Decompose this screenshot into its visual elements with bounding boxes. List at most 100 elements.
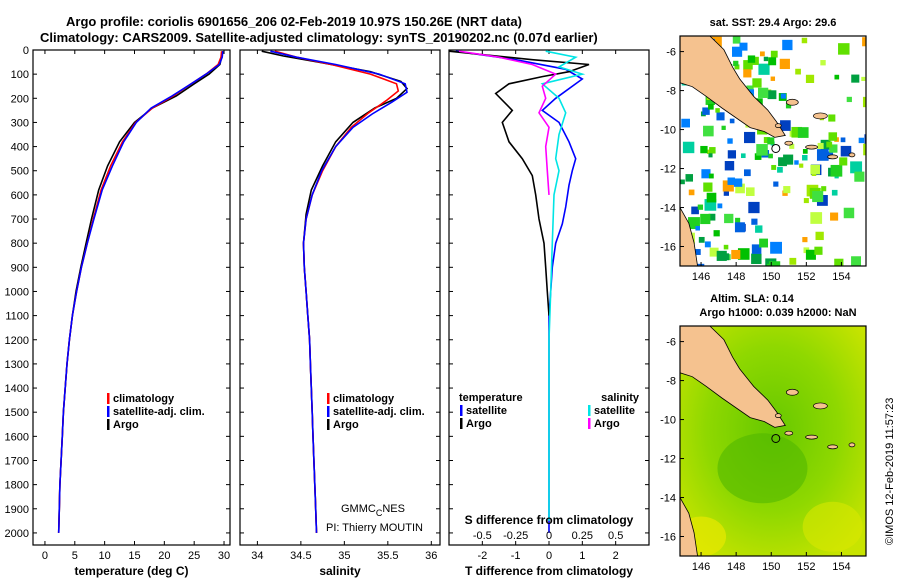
y-tick-label: 500 (11, 166, 29, 178)
sst-pixel (771, 164, 777, 170)
sst-pixel (744, 169, 751, 177)
sst-pixel (700, 145, 708, 154)
sst-pixel (815, 231, 824, 241)
y-tick-label: 600 (11, 190, 29, 202)
y-tick-label: 1600 (5, 431, 29, 443)
sst-pixel (770, 241, 782, 254)
sst-pixel (724, 213, 734, 224)
sst-pixel (709, 147, 716, 154)
sst-pixel (783, 186, 791, 194)
y-tick-label: 1300 (5, 359, 29, 371)
map-y-tick-label: -16 (660, 532, 676, 544)
sst-pixel (723, 244, 729, 250)
sst-pixel (801, 37, 808, 44)
sst-pixel (705, 95, 716, 105)
imos-watermark: ©IMOS 12-Feb-2019 11:57:23 (884, 397, 896, 545)
x-tick-label: 34.5 (290, 550, 311, 562)
sst-pixel (708, 103, 714, 110)
x-tick-label: 10 (99, 550, 111, 562)
sla-map-title-line1: Altim. SLA: 0.14 (710, 293, 795, 305)
sst-pixel (799, 163, 804, 168)
map-y-tick-label: -14 (660, 493, 676, 505)
argo-position-marker (771, 433, 781, 443)
y-tick-label: 1900 (5, 504, 29, 516)
sst-pixel (830, 212, 839, 221)
sst-pixel (727, 150, 737, 159)
top-tick-label: 0.5 (608, 530, 623, 542)
sst-pixel (716, 112, 725, 121)
sst-pixel (682, 141, 695, 154)
map-x-tick-label: 146 (692, 271, 710, 283)
series-climatology (57, 51, 223, 533)
temperature-profile-panel: 0100200300400500600700800900100011001200… (5, 45, 231, 578)
x-axis-label: temperature (deg C) (74, 564, 188, 578)
sst-pixel (688, 217, 700, 230)
sst-pixel (681, 118, 690, 128)
sst-pixel (680, 179, 685, 185)
difference-legends: temperaturesatelliteArgosalinitysatellit… (459, 392, 640, 430)
sst-pixel (708, 213, 716, 221)
sst-pixel (747, 55, 756, 63)
sst-pixel (763, 56, 769, 62)
y-tick-label: 800 (11, 238, 29, 250)
land-island (784, 430, 794, 436)
sst-pixel (862, 96, 866, 108)
sst-pixel (768, 261, 781, 266)
y-tick-label: 700 (11, 214, 29, 226)
sst-pixel (708, 173, 714, 179)
sst-pixel (768, 153, 773, 159)
land-new-guinea (680, 326, 786, 428)
sst-pixel (758, 87, 769, 98)
legend-title-salinity: salinity (601, 392, 640, 404)
sst-pixel (789, 257, 797, 265)
land-island (813, 112, 828, 120)
x-tick-label: 34 (251, 550, 263, 562)
x-tick-label: -1 (511, 550, 521, 562)
legend-label: Argo (113, 419, 139, 431)
sst-pixel (794, 160, 799, 165)
x-axis-label: salinity (319, 564, 361, 578)
sst-pixel (696, 263, 705, 266)
y-tick-label: 0 (23, 45, 29, 57)
sst-pixel (735, 217, 741, 223)
figure-title-line2: Climatology: CARS2009. Satellite-adjuste… (40, 30, 598, 45)
sst-pixel (732, 46, 743, 57)
x-tick-label: 2 (613, 550, 619, 562)
x-tick-label: 25 (188, 550, 200, 562)
legend-label: Argo (333, 419, 359, 431)
legend-marker (327, 419, 330, 430)
sst-pixel (709, 247, 719, 257)
sst-pixel (713, 230, 720, 237)
sst-pixel (861, 76, 866, 81)
map-frame (679, 35, 867, 267)
sst-map: 146 148 150 152 154 -6 -8 -10 -12 -14 -16 (660, 35, 867, 283)
sst-pixel (795, 68, 801, 75)
sst-pixel (816, 149, 829, 161)
sst-pixel (716, 250, 727, 261)
sst-pixel (694, 249, 701, 255)
map-x-tick-label: 154 (832, 271, 850, 283)
sst-pixel (828, 114, 836, 122)
sst-pixel (829, 144, 838, 153)
x-tick-label: 35 (338, 550, 350, 562)
map-x-tick-label: 150 (762, 561, 780, 573)
sst-pixel (838, 43, 850, 55)
sst-pixel (748, 201, 760, 214)
y-tick-label: 400 (11, 142, 29, 154)
map-y-tick-label: -16 (660, 242, 676, 254)
series-s-argo (458, 50, 558, 195)
top-axis-label: S difference from climatology (465, 513, 634, 527)
sst-pixel (727, 138, 733, 144)
legend-marker (107, 406, 110, 417)
top-tick-label: 0 (546, 530, 552, 542)
sst-pixel (740, 153, 746, 159)
top-tick-label: -0.25 (503, 530, 528, 542)
sst-pixel (746, 85, 754, 93)
map-x-tick-label: 148 (727, 271, 745, 283)
sst-pixel (759, 238, 769, 248)
map-x-tick-label: 152 (797, 271, 815, 283)
sst-pixel (734, 64, 740, 70)
series-t-satellite (455, 50, 584, 533)
map-x-tick-label: 146 (692, 561, 710, 573)
land-island (774, 123, 782, 129)
